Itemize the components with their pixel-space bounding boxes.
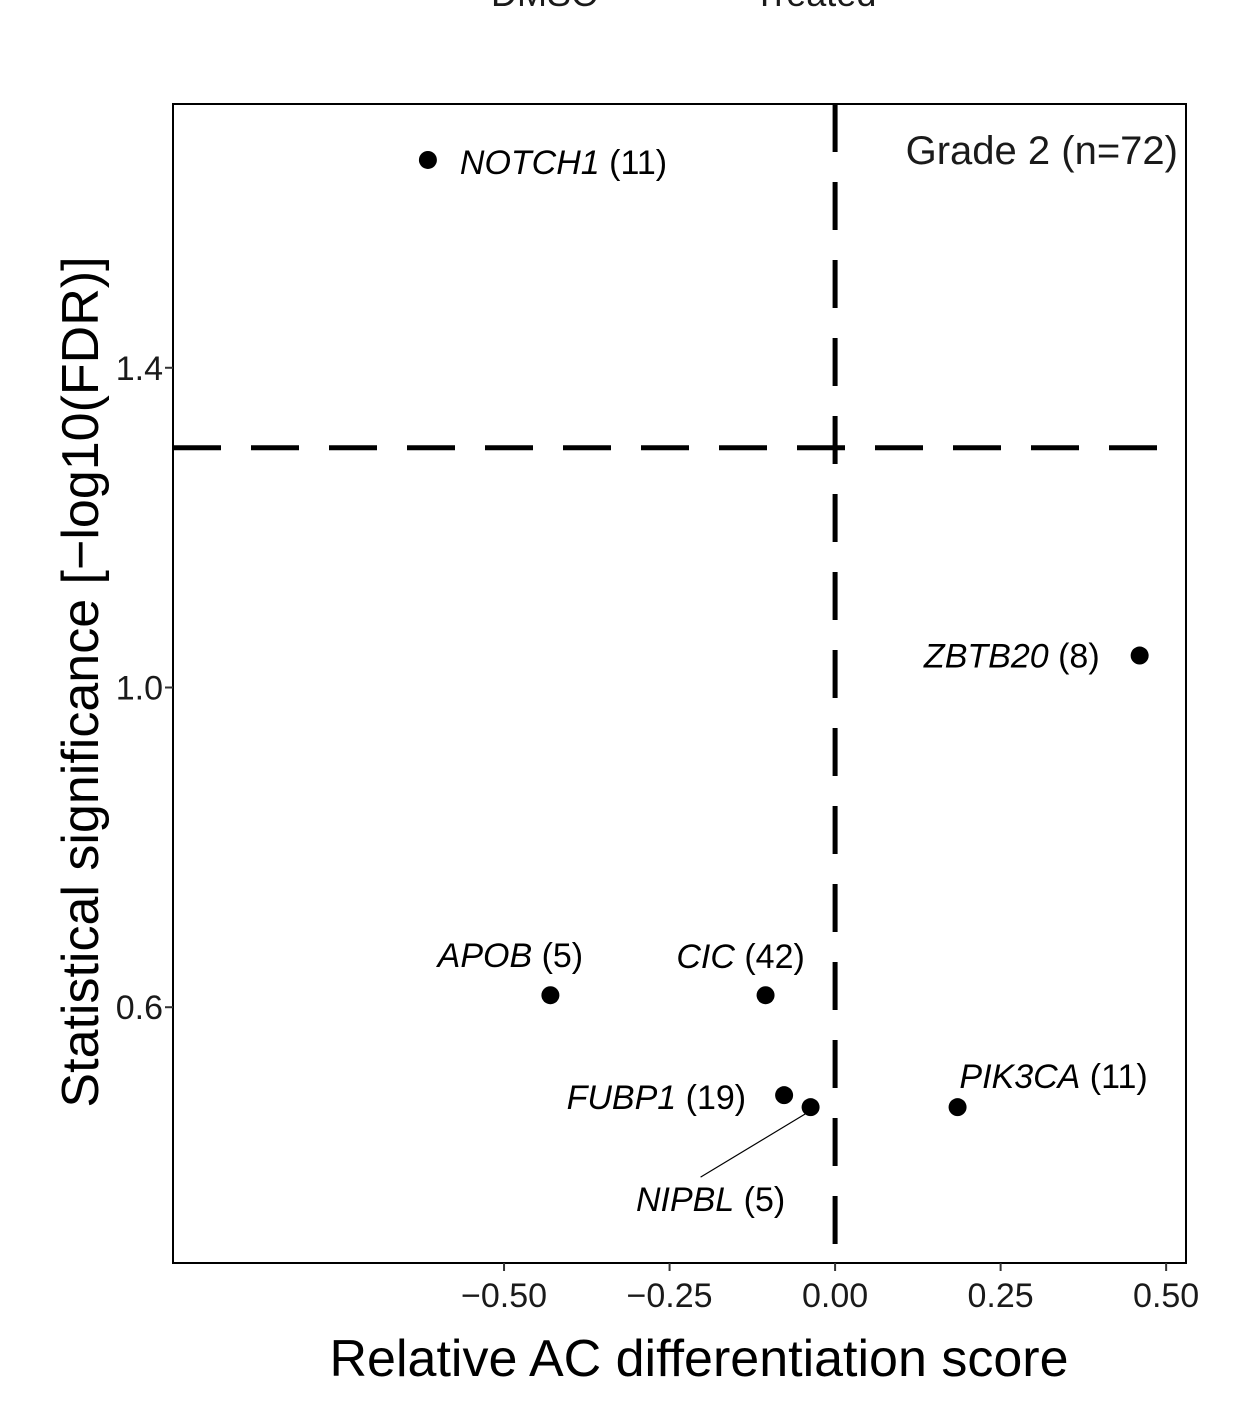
x-tick-label: −0.50 [461, 1277, 547, 1315]
point-label-fubp1: FUBP1 (19) [567, 1079, 747, 1117]
label-leader-line [700, 1112, 807, 1178]
point-label-apob: APOB (5) [436, 937, 583, 975]
data-point-nipbl [801, 1098, 820, 1117]
gene-count: (5) [734, 1181, 785, 1219]
x-axis-title: Relative AC differentiation score [330, 1330, 1069, 1388]
reference-lines [173, 104, 1186, 1263]
data-point-fubp1 [775, 1086, 794, 1105]
top-label-treated: Treated [754, 0, 877, 14]
point-label-cic: CIC (42) [676, 938, 804, 976]
data-points: NOTCH1 (11) ZBTB20 (8) APOB (5) CIC (42) FUB… [418, 144, 1149, 1219]
data-point-cic [756, 986, 775, 1005]
gene-count: (19) [676, 1079, 746, 1117]
gene-name: PIK3CA [959, 1058, 1080, 1096]
point-label-zbtb20: ZBTB20 (8) [923, 638, 1100, 676]
gene-name: ZBTB20 [923, 638, 1049, 676]
y-axis-title: Statistical significance [−log10(FDR)] [52, 256, 110, 1107]
y-tick-label: 0.6 [116, 989, 163, 1027]
data-point-zbtb20 [1130, 646, 1149, 665]
data-point-pik3ca [948, 1098, 967, 1117]
plot-panel-border [172, 103, 1187, 1264]
y-tick-label: 1.0 [116, 669, 163, 707]
point-label-nipbl: NIPBL (5) [636, 1181, 785, 1219]
point-label-notch1: NOTCH1 (11) [460, 144, 667, 182]
panel-annotation: Grade 2 (n=72) [906, 129, 1178, 173]
gene-name: CIC [676, 938, 735, 976]
gene-count: (11) [1080, 1058, 1147, 1096]
gene-name: NOTCH1 [460, 144, 600, 182]
gene-count: (42) [735, 938, 805, 976]
y-tick-label: 1.4 [116, 350, 163, 388]
gene-name: FUBP1 [567, 1079, 677, 1117]
x-tick-label: 0.50 [1133, 1277, 1199, 1315]
x-tick-label: 0.00 [802, 1277, 868, 1315]
x-tick-label: 0.25 [968, 1277, 1034, 1315]
top-label-dmso: DMSO [491, 0, 599, 14]
gene-count: (8) [1049, 638, 1100, 676]
x-axis: −0.50 −0.25 0.00 0.25 0.50 [461, 1263, 1199, 1315]
gene-name: APOB [436, 937, 532, 975]
gene-count: (5) [532, 937, 583, 975]
point-label-pik3ca: PIK3CA (11) [959, 1058, 1147, 1096]
y-axis: 0.6 1.0 1.4 [116, 350, 173, 1027]
data-point-notch1 [418, 150, 437, 169]
gene-count: (11) [600, 144, 667, 182]
data-point-apob [541, 986, 560, 1005]
gene-name: NIPBL [636, 1181, 734, 1219]
x-tick-label: −0.25 [627, 1277, 713, 1315]
